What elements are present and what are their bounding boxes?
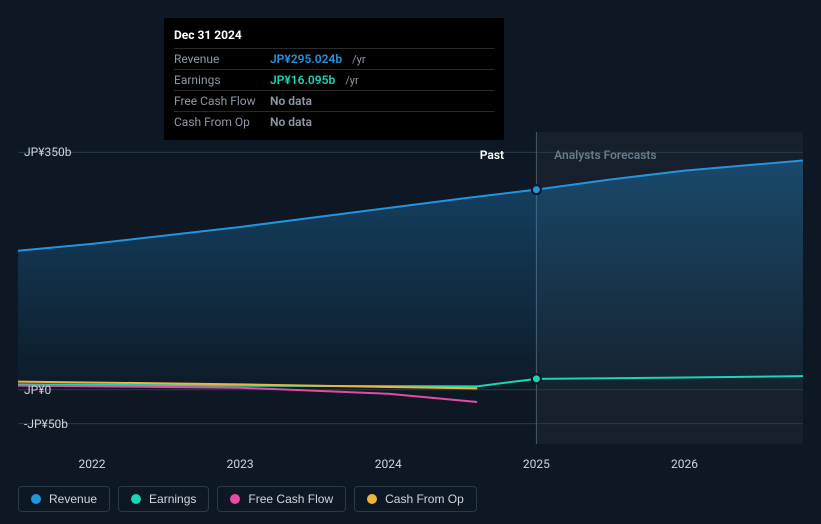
- x-axis-label: 2022: [79, 457, 106, 471]
- tooltip-row: Earnings JP¥16.095b/yr: [174, 69, 494, 90]
- legend-label: Earnings: [149, 492, 196, 506]
- tooltip-row: Revenue JP¥295.024b/yr: [174, 48, 494, 69]
- marker-revenue: [532, 185, 541, 194]
- legend-dot-icon: [131, 494, 141, 504]
- x-axis-label: 2026: [671, 457, 698, 471]
- legend-label: Cash From Op: [385, 492, 464, 506]
- tooltip-row-label: Earnings: [174, 73, 262, 87]
- tooltip-date: Dec 31 2024: [174, 24, 494, 48]
- x-axis-label: 2024: [375, 457, 402, 471]
- legend-label: Revenue: [49, 492, 97, 506]
- tooltip-row-unit: /yr: [345, 74, 358, 87]
- tooltip-row-value: No data: [270, 94, 312, 108]
- chart-container: Dec 31 2024 RevenueJP¥295.024b/yrEarning…: [0, 0, 821, 524]
- tooltip-row-value: No data: [270, 115, 312, 129]
- x-axis-label: 2025: [523, 457, 550, 471]
- legend-label: Free Cash Flow: [248, 492, 333, 506]
- legend-item-cfo[interactable]: Cash From Op: [354, 486, 477, 512]
- legend-dot-icon: [31, 494, 41, 504]
- chart-tooltip: Dec 31 2024 RevenueJP¥295.024b/yrEarning…: [164, 18, 504, 140]
- tooltip-row: Free Cash Flow No data: [174, 90, 494, 111]
- y-axis-label: -JP¥50b: [24, 417, 68, 431]
- area-revenue: [18, 160, 803, 389]
- tooltip-row-value: JP¥16.095b: [270, 73, 335, 87]
- tooltip-row: Cash From Op No data: [174, 111, 494, 132]
- chart-legend: Revenue Earnings Free Cash Flow Cash From O…: [18, 486, 477, 512]
- legend-item-earnings[interactable]: Earnings: [118, 486, 209, 512]
- marker-earnings: [532, 374, 541, 383]
- tooltip-row-value: JP¥295.024b: [270, 52, 342, 66]
- tooltip-rows: Revenue JP¥295.024b/yr Earnings JP¥16.095b /…: [174, 48, 494, 132]
- tooltip-row-label: Cash From Op: [174, 115, 262, 129]
- legend-item-revenue[interactable]: Revenue: [18, 486, 110, 512]
- forecast-label: Analysts Forecasts: [554, 148, 656, 162]
- legend-dot-icon: [367, 494, 377, 504]
- y-axis-label: JP¥350b: [24, 145, 71, 159]
- legend-item-fcf[interactable]: Free Cash Flow: [217, 486, 346, 512]
- x-axis-label: 2023: [227, 457, 254, 471]
- legend-dot-icon: [230, 494, 240, 504]
- tooltip-row-unit: /yr: [352, 53, 365, 66]
- y-axis-label: JP¥0: [24, 383, 51, 397]
- tooltip-row-label: Free Cash Flow: [174, 94, 262, 108]
- tooltip-row-label: Revenue: [174, 52, 262, 66]
- past-label: Past: [480, 148, 504, 162]
